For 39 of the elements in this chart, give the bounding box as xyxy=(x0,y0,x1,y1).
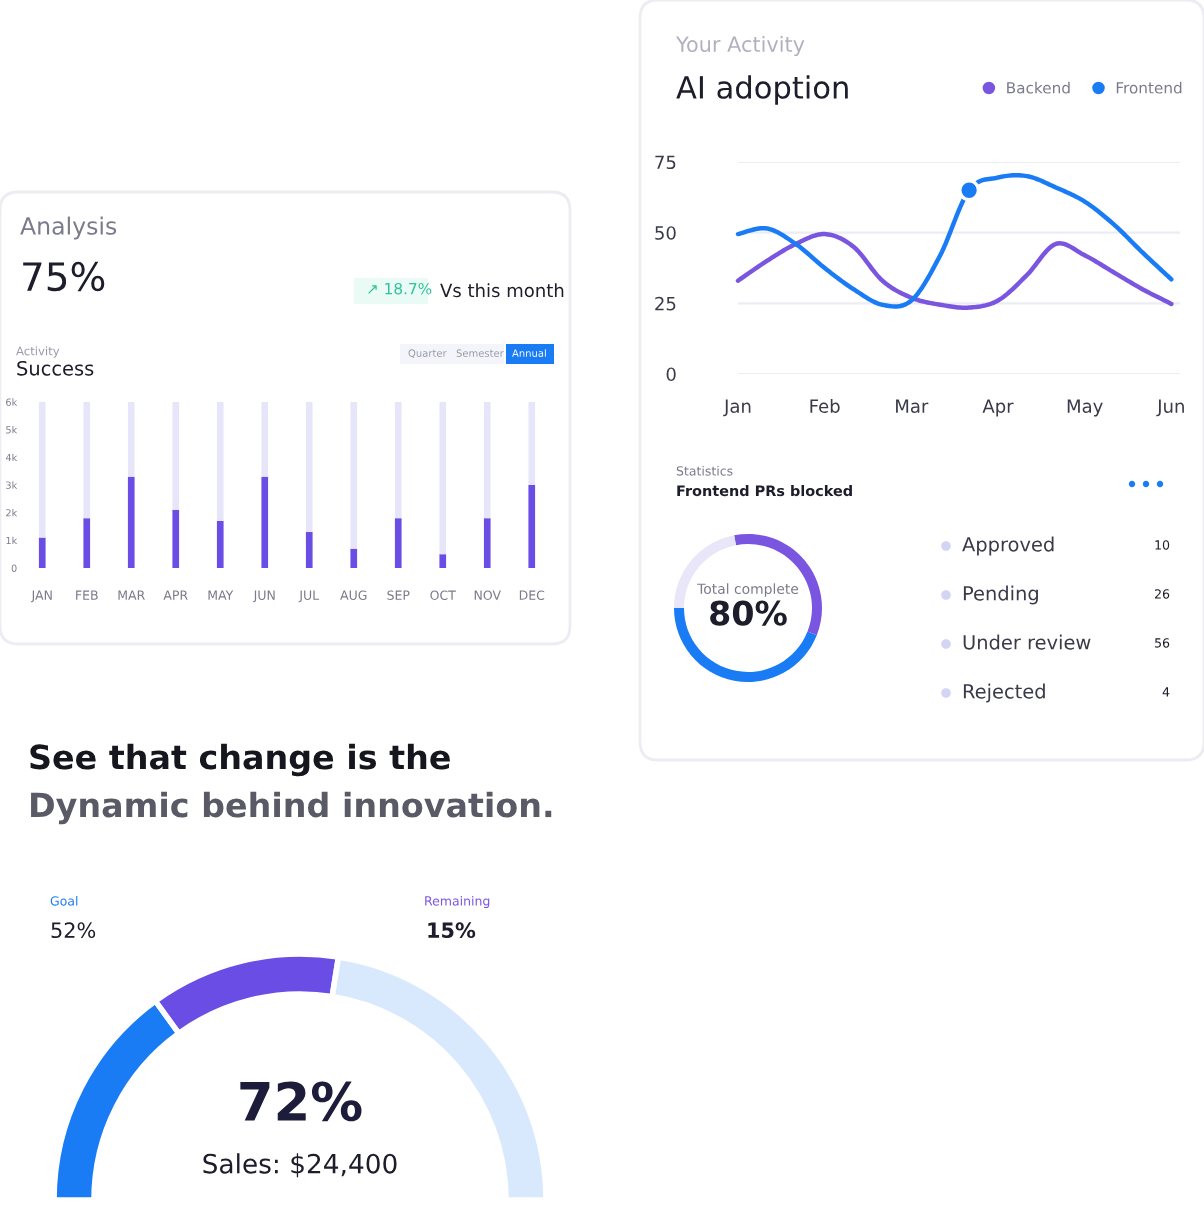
bar xyxy=(350,548,358,568)
x-tick-label: Feb xyxy=(810,399,840,413)
chart-subtitle: Your Activity xyxy=(675,35,805,57)
text: Rejected xyxy=(963,683,1045,703)
y-tick-label: 0 xyxy=(666,367,676,382)
text: Pending xyxy=(963,585,1038,605)
text: 75% xyxy=(23,261,105,292)
text: 15% xyxy=(428,922,476,939)
text: Success xyxy=(17,360,94,376)
bar xyxy=(483,518,491,568)
bar xyxy=(261,476,269,568)
text: Approved xyxy=(962,536,1054,556)
text: 52% xyxy=(51,922,96,939)
text: Under review xyxy=(963,634,1091,650)
bar xyxy=(305,532,313,568)
x-tick-label: Mar xyxy=(896,399,929,413)
chart-title: Analysis xyxy=(20,216,117,240)
y-tick-label: 25 xyxy=(655,296,676,311)
bar xyxy=(528,485,536,568)
text: Sales: $24,400 xyxy=(203,1153,397,1178)
y-tick-label: 75 xyxy=(655,155,676,170)
chart-subtitle: Dynamic behind innovation. xyxy=(31,791,552,825)
bar xyxy=(38,537,46,568)
y-tick-label: 50 xyxy=(655,226,676,240)
text: Vs this month xyxy=(440,283,564,298)
chart-title: See that change is the xyxy=(30,743,450,777)
text: 72% xyxy=(240,1081,362,1122)
chart-title: AI adoption xyxy=(676,75,848,105)
text: 80% xyxy=(710,600,787,626)
x-tick-label: Jan xyxy=(723,399,751,417)
bar xyxy=(127,476,135,568)
bar xyxy=(394,518,402,568)
bar xyxy=(439,554,447,568)
x-tick-label: Jun xyxy=(1156,399,1184,417)
x-tick-label: Apr xyxy=(982,399,1014,417)
bar xyxy=(216,520,224,568)
bar xyxy=(172,509,180,568)
x-tick-label: May xyxy=(1067,399,1103,417)
bar xyxy=(83,518,91,568)
